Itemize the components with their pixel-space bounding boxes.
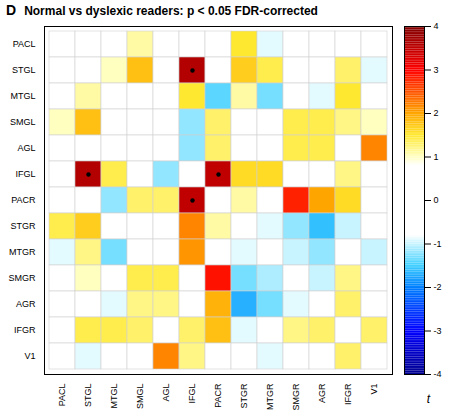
svg-text:PACL: PACL — [57, 384, 67, 407]
svg-text:IFGR: IFGR — [14, 325, 36, 335]
svg-text:PACR: PACR — [213, 383, 223, 408]
svg-text:3: 3 — [434, 65, 439, 75]
html-text:D: D — [6, 2, 17, 18]
svg-text:IFGL: IFGL — [15, 169, 35, 179]
svg-text:-3: -3 — [434, 326, 442, 336]
svg-text:-1: -1 — [434, 239, 442, 249]
svg-text:AGL: AGL — [17, 143, 35, 153]
svg-text:IFGL: IFGL — [187, 384, 197, 404]
html-text:Normal vs dyslexic readers: p: Normal vs dyslexic readers: p < 0.05 FDR… — [24, 4, 318, 18]
svg-text:MTGR: MTGR — [9, 247, 36, 257]
svg-text:IFGR: IFGR — [343, 383, 353, 405]
svg-text:AGL: AGL — [161, 384, 171, 402]
svg-text:SMGL: SMGL — [135, 384, 145, 410]
svg-text:SMGR: SMGR — [291, 383, 301, 411]
svg-text:SMGL: SMGL — [10, 117, 36, 127]
svg-text:t: t — [427, 392, 431, 406]
svg-text:STGR: STGR — [10, 221, 36, 231]
svg-text:MTGR: MTGR — [265, 383, 275, 410]
svg-text:-4: -4 — [434, 369, 442, 379]
svg-text:AGR: AGR — [317, 383, 327, 403]
svg-text:PACL: PACL — [13, 39, 36, 49]
svg-text:V1: V1 — [24, 351, 35, 361]
svg-text:0: 0 — [434, 195, 439, 205]
svg-text:V1: V1 — [369, 384, 379, 395]
svg-text:1: 1 — [434, 152, 439, 162]
svg-text:MTGL: MTGL — [10, 91, 35, 101]
svg-text:MTGL: MTGL — [109, 384, 119, 409]
svg-text:2: 2 — [434, 108, 439, 118]
svg-text:-2: -2 — [434, 282, 442, 292]
svg-text:4: 4 — [434, 21, 439, 31]
svg-text:SMGR: SMGR — [9, 273, 37, 283]
svg-text:STGL: STGL — [83, 384, 93, 408]
svg-text:AGR: AGR — [16, 299, 36, 309]
svg-text:STGL: STGL — [12, 65, 36, 75]
svg-text:STGR: STGR — [239, 383, 249, 409]
svg-text:PACR: PACR — [11, 195, 36, 205]
